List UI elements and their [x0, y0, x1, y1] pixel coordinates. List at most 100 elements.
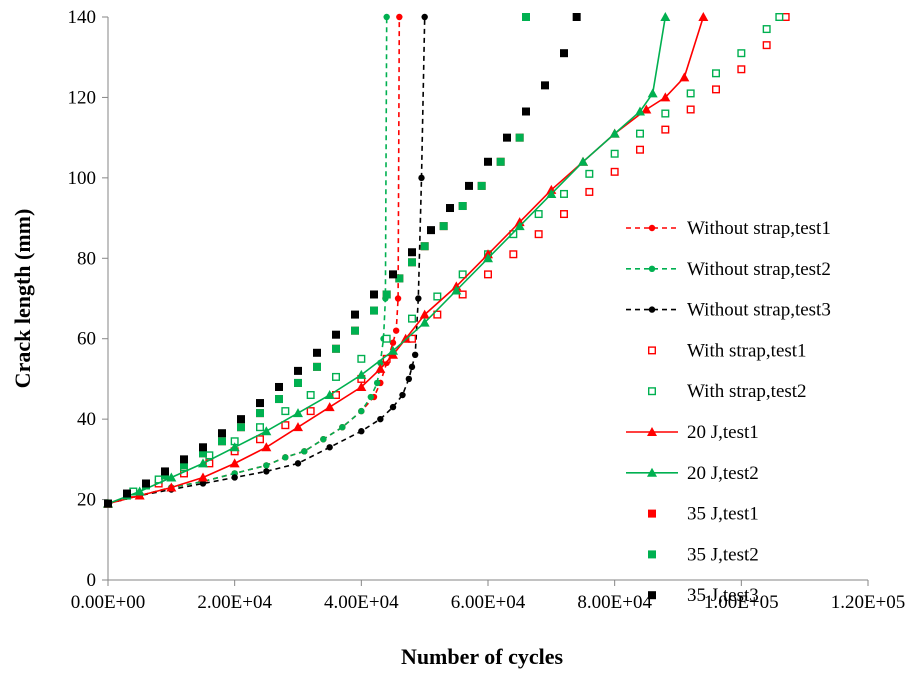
data-point	[370, 306, 378, 315]
data-point	[477, 181, 486, 190]
data-point	[427, 226, 435, 235]
data-point	[419, 317, 430, 327]
data-point	[320, 436, 327, 443]
data-point	[503, 133, 511, 142]
data-point	[514, 221, 525, 231]
data-point	[351, 326, 359, 335]
legend-item-3: With strap,test1	[648, 340, 807, 361]
x-tick-label: 6.00E+04	[451, 592, 526, 613]
data-point	[408, 363, 416, 371]
x-axis-title: Number of cycles	[401, 644, 564, 669]
x-tick-label: 1.00E+05	[704, 592, 779, 613]
series-6	[103, 12, 671, 508]
legend-label: 20 J,test1	[687, 422, 759, 443]
data-point	[418, 174, 425, 182]
x-tick-label: 4.00E+04	[324, 592, 399, 613]
data-point	[408, 248, 416, 257]
data-point	[392, 327, 400, 334]
data-point	[415, 295, 422, 302]
legend-swatch-marker	[647, 427, 657, 436]
data-point	[781, 12, 790, 21]
data-point	[180, 461, 188, 470]
data-point	[166, 482, 177, 492]
data-point	[421, 13, 428, 21]
data-point	[451, 285, 462, 295]
data-point	[534, 210, 543, 219]
data-point	[458, 270, 467, 279]
data-point	[686, 105, 695, 114]
legend-item-6: 20 J,test2	[626, 463, 759, 484]
data-point	[394, 295, 402, 302]
data-point	[199, 443, 207, 452]
data-point	[541, 81, 549, 90]
legend-item-4: With strap,test2	[648, 381, 807, 402]
data-point	[408, 334, 417, 343]
data-point	[762, 41, 771, 50]
data-point	[198, 472, 208, 482]
data-point	[161, 467, 169, 476]
data-point	[294, 366, 302, 375]
data-point	[261, 442, 272, 452]
series-9	[104, 13, 581, 508]
data-point	[458, 202, 467, 211]
series-line	[107, 16, 667, 505]
data-point	[382, 290, 391, 299]
data-point	[275, 382, 283, 391]
x-tick-label: 0.00E+00	[71, 592, 146, 613]
data-point	[661, 109, 670, 118]
data-point	[237, 415, 245, 424]
data-point	[388, 345, 398, 355]
data-point	[641, 104, 652, 114]
y-tick-label: 100	[68, 168, 97, 189]
data-point	[496, 157, 505, 166]
data-point	[610, 167, 619, 176]
data-point	[762, 25, 771, 34]
y-tick-label: 0	[87, 570, 97, 591]
data-point	[661, 125, 670, 134]
data-point	[370, 290, 378, 299]
data-point	[306, 391, 315, 400]
data-point	[419, 309, 430, 319]
data-point	[679, 72, 690, 82]
legend-label: 35 J,test2	[687, 544, 759, 565]
y-tick-label: 60	[77, 329, 96, 350]
data-point	[382, 334, 391, 343]
data-point	[405, 375, 413, 383]
data-point	[261, 426, 272, 436]
data-point	[256, 409, 264, 418]
data-point	[275, 395, 283, 404]
data-point	[373, 379, 381, 387]
data-point	[522, 107, 530, 116]
data-point	[515, 133, 524, 142]
data-point	[356, 369, 367, 379]
data-point	[389, 270, 397, 279]
legend-swatch-marker	[648, 550, 656, 559]
data-point	[199, 480, 207, 487]
data-point	[180, 455, 188, 464]
data-point	[698, 12, 709, 21]
data-point	[446, 204, 454, 213]
data-point	[396, 13, 403, 21]
data-point	[534, 230, 543, 239]
data-point	[636, 145, 645, 154]
y-tick-label: 40	[77, 409, 96, 430]
y-tick-label: 20	[77, 490, 96, 511]
data-point	[712, 85, 721, 94]
data-point	[293, 422, 303, 432]
data-point	[737, 65, 746, 74]
data-point	[231, 474, 238, 481]
legend-swatch-marker	[648, 346, 657, 355]
data-point	[229, 442, 240, 452]
data-point	[134, 486, 145, 496]
data-point	[400, 333, 411, 343]
data-point	[326, 444, 333, 451]
data-point	[408, 258, 416, 267]
data-point	[712, 69, 721, 78]
data-point	[560, 49, 568, 58]
data-point	[339, 423, 346, 431]
data-point	[351, 310, 359, 319]
legend-item-2: Without strap,test3	[626, 300, 831, 321]
legend-swatch-marker	[648, 509, 656, 518]
legend-swatch-marker	[648, 265, 656, 272]
y-tick-label: 120	[68, 87, 97, 108]
